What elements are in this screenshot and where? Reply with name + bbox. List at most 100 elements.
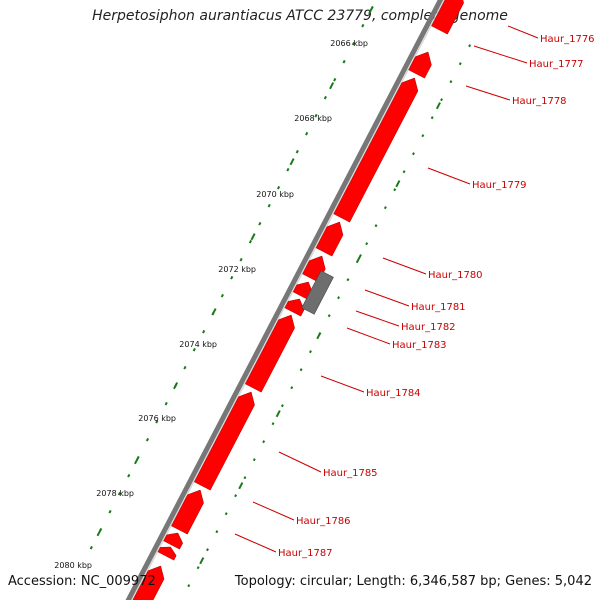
kbp-label: 2076 kbp [138, 414, 176, 423]
outer-tick [412, 152, 415, 156]
outer-tick [468, 44, 472, 48]
gene-label-leader [507, 25, 539, 39]
outer-tick [365, 242, 369, 246]
major-tick [289, 158, 295, 166]
major-tick [134, 457, 140, 465]
gene-label-leader [465, 85, 511, 101]
outer-tick [262, 440, 266, 444]
gene-arrow-2 [408, 51, 432, 79]
major-tick [173, 382, 179, 390]
outer-tick [309, 350, 312, 354]
gene-arrow-11 [163, 532, 183, 550]
major-tick [329, 82, 335, 90]
minor-tick [295, 149, 299, 154]
minor-tick [127, 473, 131, 478]
outer-major-tick [316, 332, 322, 340]
outer-tick [280, 404, 284, 408]
outer-tick [206, 548, 209, 552]
minor-tick [342, 59, 346, 64]
gene-label: Haur_1785 [323, 468, 378, 479]
major-tick [96, 529, 102, 537]
outer-tick [421, 134, 425, 138]
kbp-label: 2072 kbp [218, 265, 256, 274]
outer-tick [458, 62, 462, 66]
gene-arrow-9 [193, 391, 255, 491]
gene-label: Haur_1786 [296, 516, 351, 527]
minor-tick [276, 185, 281, 190]
major-tick [368, 7, 374, 15]
backbone-line [125, 0, 444, 600]
gene-arrow-1 [431, 0, 464, 35]
minor-tick [305, 131, 309, 136]
outer-tick [215, 530, 219, 534]
minor-tick [258, 221, 262, 226]
minor-tick [286, 167, 290, 172]
major-tick [211, 308, 217, 316]
gene-label: Haur_1784 [366, 388, 421, 399]
outer-tick [374, 224, 378, 228]
outer-major-tick [395, 180, 401, 188]
outer-tick [299, 368, 303, 372]
minor-tick [145, 437, 150, 442]
outer-major-tick [356, 254, 362, 262]
minor-tick [333, 77, 337, 82]
outer-tick [187, 584, 191, 588]
accession-text: Accession: NC_009972 [8, 574, 156, 589]
gene-label-leader [252, 501, 295, 521]
gene-label: Haur_1776 [540, 34, 595, 45]
outer-tick [449, 80, 453, 84]
outer-tick [402, 170, 406, 174]
gene-label-leader [234, 533, 277, 553]
minor-tick [314, 113, 318, 118]
minor-tick [202, 329, 206, 334]
gene-label: Haur_1778 [512, 96, 567, 107]
gene-label-leader [382, 257, 427, 275]
minor-tick [155, 419, 159, 424]
gene-label: Haur_1782 [401, 322, 456, 333]
kbp-label: 2080 kbp [54, 561, 92, 570]
outer-tick [355, 260, 359, 264]
minor-tick [108, 509, 112, 514]
outer-tick [393, 188, 397, 192]
outer-tick [224, 512, 228, 516]
outer-tick [327, 314, 331, 318]
gene-label-leader [278, 451, 322, 473]
outer-tick [440, 98, 443, 102]
minor-tick [323, 95, 327, 100]
gene-label: Haur_1779 [472, 180, 527, 191]
minor-tick [164, 401, 168, 406]
minor-tick [239, 257, 243, 262]
backbone-highlight [131, 0, 446, 600]
outer-tick [346, 278, 350, 282]
minor-tick [89, 545, 93, 550]
kbp-label: 2078 kbp [96, 489, 134, 498]
gene-arrow-7 [284, 298, 305, 317]
gene-label-leader [320, 375, 365, 393]
outer-tick [383, 206, 387, 210]
kbp-label: 2066 kbp [330, 39, 368, 48]
outer-tick [252, 458, 256, 462]
minor-tick [192, 347, 196, 352]
outer-tick [430, 116, 434, 120]
outer-major-tick [238, 482, 244, 490]
minor-tick [351, 41, 356, 46]
outer-major-tick [435, 102, 441, 110]
gene-label-leader [427, 167, 471, 185]
genome-title: Herpetosiphon aurantiacus ATCC 23779, co… [92, 8, 508, 24]
pseudogene-box [301, 270, 334, 315]
outer-tick [196, 566, 200, 570]
gene-label-leader [346, 327, 391, 345]
gene-label-leader [355, 310, 400, 327]
minor-tick [183, 365, 187, 370]
gene-label-leader [473, 45, 528, 64]
gene-label: Haur_1777 [529, 59, 584, 70]
minor-tick [361, 23, 365, 28]
minor-tick [230, 275, 234, 280]
kbp-label: 2068 kbp [294, 114, 332, 123]
minor-tick [117, 491, 121, 496]
gene-label: Haur_1787 [278, 548, 333, 559]
gene-arrow-8 [244, 314, 295, 393]
outer-tick [234, 494, 238, 498]
kbp-label: 2070 kbp [256, 190, 294, 199]
